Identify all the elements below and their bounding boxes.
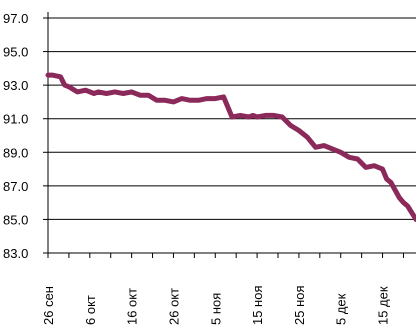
x-tick-label: 5 ноя — [208, 293, 223, 325]
y-tick-label: 97.0 — [3, 11, 28, 26]
x-tick-label: 26 окт — [166, 288, 181, 325]
y-tick-labels: 83.0 85.0 87.0 89.0 91.0 93.0 95.0 97.0 — [3, 11, 28, 261]
y-tick-label: 87.0 — [3, 179, 28, 194]
x-tick-label: 26 сен — [41, 286, 56, 325]
y-tick-label: 91.0 — [3, 112, 28, 127]
x-tick-label: 15 дек — [376, 286, 391, 325]
x-tick-label: 6 окт — [83, 295, 98, 325]
y-tick-label: 89.0 — [3, 145, 28, 160]
x-tick-labels: 26 сен 6 окт 16 окт 26 окт 5 ноя 15 ноя 25 ноя… — [41, 285, 391, 325]
axes — [43, 12, 416, 258]
x-tick-label: 25 ноя — [292, 285, 307, 325]
gridlines — [48, 17, 416, 254]
series-line — [45, 72, 416, 222]
x-tick-label: 15 ноя — [250, 285, 265, 325]
x-tick-label: 5 дек — [334, 293, 349, 325]
x-tick-label: 16 окт — [125, 288, 140, 325]
y-tick-label: 93.0 — [3, 78, 28, 93]
y-tick-label: 83.0 — [3, 246, 28, 261]
y-tick-label: 95.0 — [3, 45, 28, 60]
y-tick-label: 85.0 — [3, 212, 28, 227]
series-layer — [45, 72, 416, 222]
